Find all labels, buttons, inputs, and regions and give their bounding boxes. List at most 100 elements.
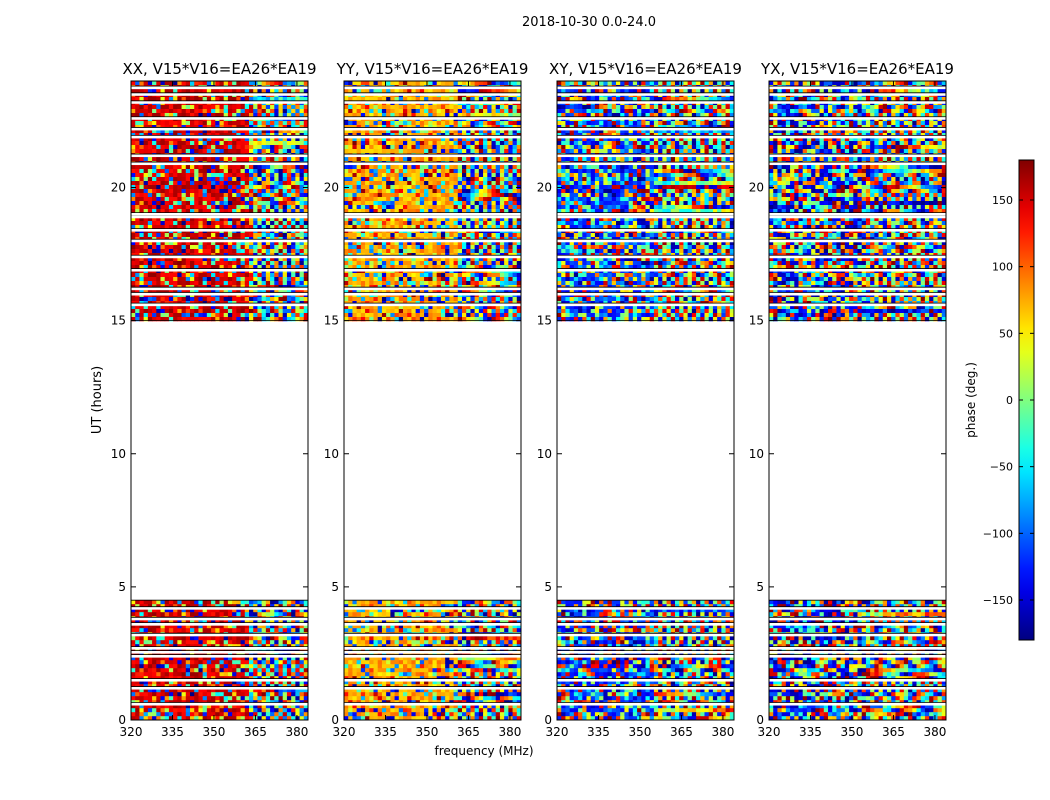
phase-cell: [164, 636, 170, 641]
phase-cell: [147, 193, 153, 198]
phase-cell: [249, 181, 254, 186]
phase-cell: [295, 636, 301, 641]
gap-line: [131, 702, 308, 706]
phase-cell: [424, 608, 429, 613]
phase-cell: [249, 309, 254, 314]
phase-cell: [381, 656, 387, 661]
phase-cell: [261, 221, 267, 226]
phase-cell: [227, 680, 233, 685]
phase-cell: [173, 181, 178, 186]
phase-cell: [253, 277, 258, 282]
phase-cell: [462, 656, 467, 661]
phase-cell: [352, 688, 358, 693]
phase-cell: [291, 217, 296, 222]
phase-cell: [164, 317, 170, 322]
phase-cell: [168, 241, 174, 246]
phase-cell: [487, 672, 492, 677]
phase-cell: [419, 692, 425, 697]
phase-cell: [152, 608, 157, 613]
phase-cell: [483, 636, 488, 641]
phase-cell: [403, 672, 408, 677]
phase-cell: [173, 145, 178, 150]
phase-cell: [274, 201, 279, 206]
phase-cell: [270, 149, 275, 154]
phase-cell: [156, 165, 161, 170]
phase-cell: [164, 165, 170, 170]
phase-cell: [303, 189, 308, 194]
phase-cell: [270, 317, 275, 322]
phase-cell: [135, 197, 140, 202]
phase-cell: [274, 89, 279, 94]
phase-cell: [424, 688, 429, 693]
phase-cell: [360, 628, 366, 633]
phase-cell: [143, 273, 149, 278]
phase-cell: [428, 660, 433, 665]
phase-cell: [227, 640, 233, 645]
phase-cell: [223, 656, 229, 661]
phase-cell: [206, 189, 212, 194]
phase-cell: [291, 157, 296, 162]
phase-cell: [291, 668, 296, 673]
phase-cell: [356, 608, 362, 613]
phase-cell: [160, 628, 166, 633]
phase-cell: [265, 173, 271, 178]
phase-cell: [202, 241, 208, 246]
phase-cell: [436, 656, 442, 661]
phase-cell: [253, 608, 258, 613]
phase-cell: [194, 225, 199, 230]
phase-cell: [139, 680, 145, 685]
phase-cell: [202, 97, 208, 102]
phase-cell: [152, 261, 157, 266]
phase-cell: [160, 205, 166, 210]
phase-cell: [249, 209, 254, 214]
phase-cell: [274, 297, 279, 302]
phase-cell: [470, 696, 476, 701]
phase-cell: [449, 692, 455, 697]
phase-cell: [215, 157, 220, 162]
phase-cell: [286, 173, 292, 178]
phase-cell: [223, 245, 229, 250]
phase-cell: [282, 185, 288, 190]
phase-cell: [432, 680, 438, 685]
phase-cell: [131, 257, 136, 262]
phase-cell: [244, 305, 250, 310]
phase-cell: [240, 608, 246, 613]
phase-cell: [240, 668, 246, 673]
phase-cell: [227, 189, 233, 194]
phase-cell: [394, 664, 400, 669]
phase-cell: [173, 273, 178, 278]
phase-cell: [344, 668, 349, 673]
phase-cell: [377, 696, 383, 701]
phase-cell: [168, 305, 174, 310]
phase-cell: [508, 656, 514, 661]
phase-cell: [211, 121, 216, 126]
phase-cell: [219, 221, 225, 226]
phase-cell: [390, 608, 396, 613]
phase-cell: [131, 149, 136, 154]
phase-cell: [257, 708, 263, 713]
phase-cell: [398, 688, 404, 693]
phase-cell: [215, 121, 220, 126]
phase-cell: [407, 612, 412, 617]
phase-cell: [206, 129, 212, 134]
phase-cell: [202, 712, 208, 717]
phase-cell: [265, 664, 271, 669]
phase-cell: [152, 297, 157, 302]
phase-cell: [265, 692, 271, 697]
phase-cell: [411, 660, 417, 665]
phase-cell: [249, 197, 254, 202]
phase-cell: [495, 664, 501, 669]
phase-cell: [181, 193, 187, 198]
phase-cell: [470, 636, 476, 641]
phase-cell: [198, 209, 204, 214]
phase-cell: [131, 221, 136, 226]
phase-cell: [206, 289, 212, 294]
phase-cell: [299, 97, 305, 102]
phase-cell: [185, 612, 191, 617]
phase-cell: [270, 249, 275, 254]
phase-cell: [185, 81, 191, 86]
phase-cell: [143, 81, 149, 86]
phase-cell: [449, 696, 455, 701]
phase-cell: [168, 696, 174, 701]
phase-cell: [236, 221, 242, 226]
